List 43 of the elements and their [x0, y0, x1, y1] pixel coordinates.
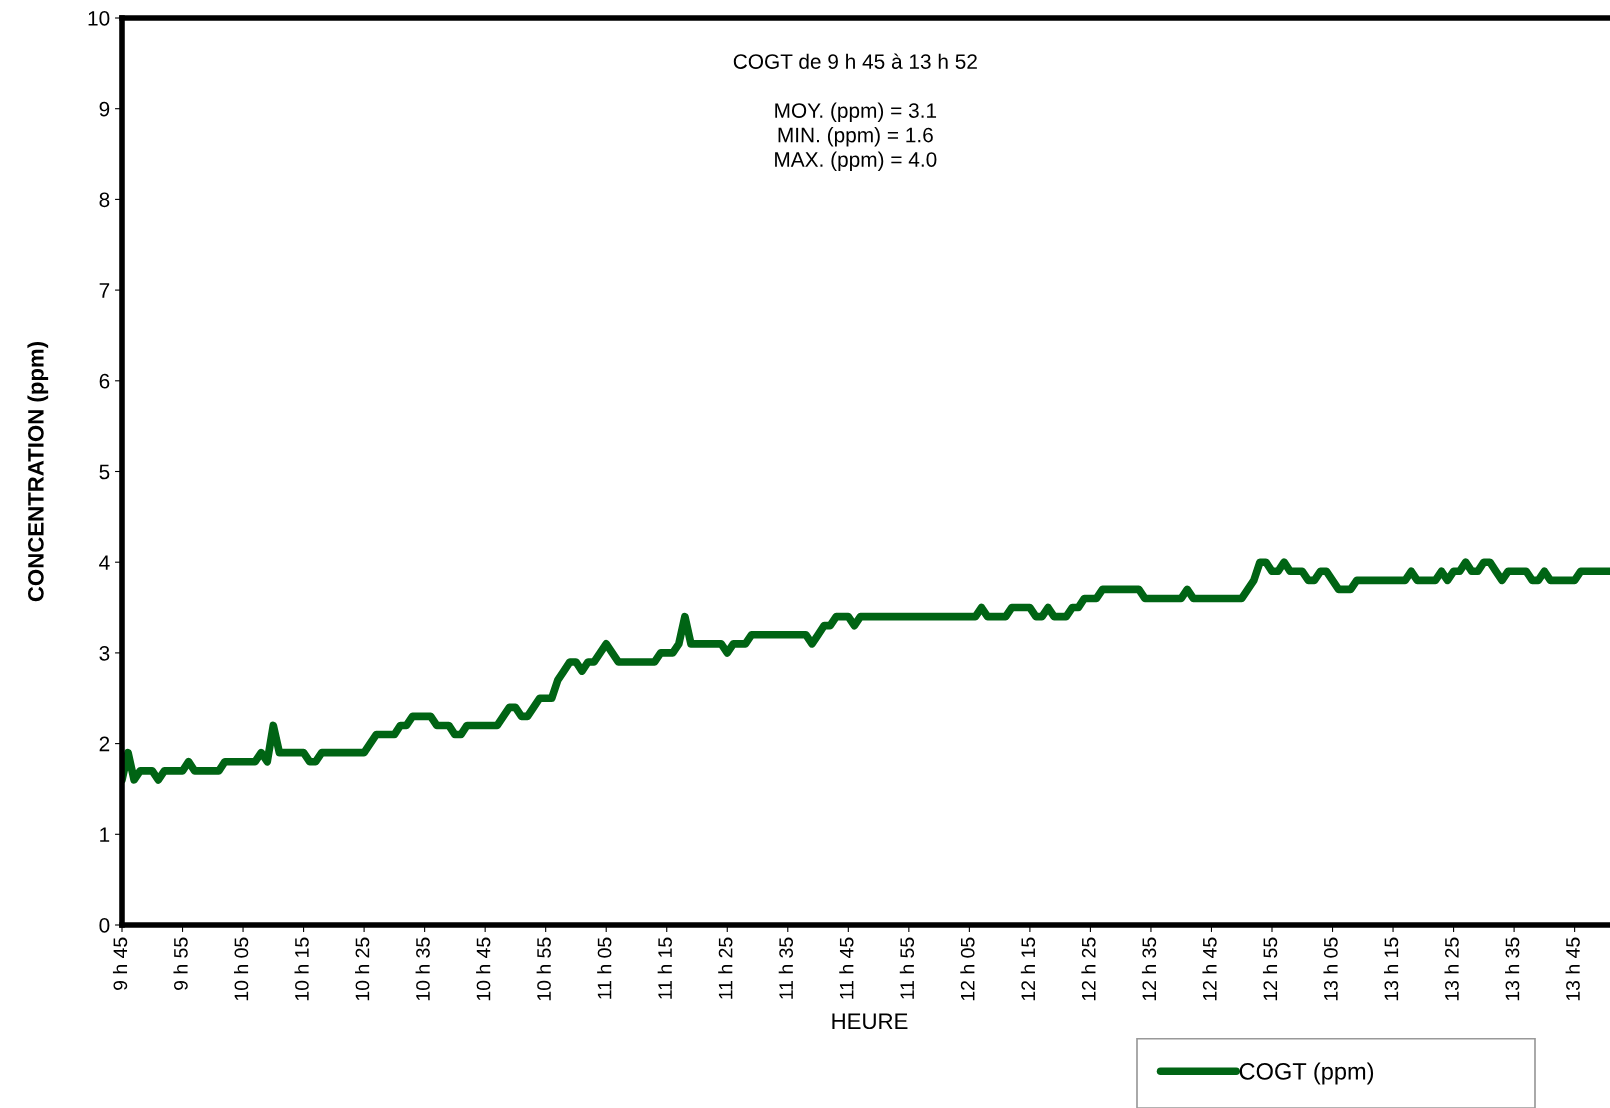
x-tick-label: 10 h 55: [536, 937, 551, 1001]
x-tick-label: 11 h 55: [899, 937, 915, 999]
y-tick-label: 3: [99, 645, 110, 661]
x-tick-label: 11 h 15: [657, 937, 672, 999]
x-tick-label: 12 h 45: [1202, 937, 1217, 1001]
x-tick-label: 12 h 25: [1081, 937, 1096, 1001]
x-tick-label: 11 h 45: [839, 937, 854, 999]
legend-label: COGT (ppm): [1239, 1062, 1374, 1085]
annotation: MOY. (ppm) = 3.1: [775, 102, 937, 123]
x-tick-label: 11 h 05: [597, 937, 612, 999]
text: COGT de 9 h 45 à 13 h 52: [733, 53, 977, 69]
x-tick-label: 11 h 35: [778, 937, 794, 999]
annotation: MIN. (ppm) = 1.6: [778, 127, 933, 147]
x-tick-label: 10 h 25: [355, 937, 370, 1001]
y-tick-label: 5: [99, 464, 110, 480]
x-tick-label: 12 h 35: [1141, 937, 1157, 1001]
y-tick-label: 2: [99, 736, 110, 752]
x-tick-label: 9 h 45: [112, 937, 128, 990]
x-tick-label: 10 h 05: [233, 937, 249, 1001]
y-axis-title: CONCENTRATION (ppm): [27, 341, 49, 602]
x-tick-label: 10 h 45: [476, 937, 491, 1001]
x-axis-title: HEURE: [832, 1013, 908, 1030]
x-tick-label: 11 h 25: [718, 937, 733, 999]
y-tick-label: 6: [99, 373, 110, 389]
x-tick-label: 13 h 25: [1444, 937, 1459, 1001]
annotation: MAX. (ppm) = 4.0: [775, 151, 937, 172]
x-tick-label: 12 h 15: [1020, 937, 1036, 1001]
x-tick-label: 13 h 15: [1383, 937, 1399, 1001]
x-tick-label: 13 h 45: [1565, 937, 1580, 1001]
y-tick-label: 9: [99, 101, 110, 117]
x-tick-label: 12 h 55: [1262, 937, 1278, 1001]
x-tick-label: 13 h 35: [1505, 937, 1520, 1001]
y-tick-label: 7: [99, 283, 110, 298]
y-tick-label: 0: [99, 918, 110, 933]
x-tick-label: 9 h 55: [173, 937, 188, 990]
x-tick-label: 12 h 05: [960, 937, 975, 1001]
y-tick-label: 4: [99, 555, 110, 570]
x-tick-label: 10 h 35: [415, 937, 430, 1001]
y-tick-label: 1: [100, 827, 110, 842]
x-tick-label: 10 h 15: [294, 937, 309, 1001]
y-tick-label: 8: [99, 192, 110, 208]
y-tick-label: 10: [88, 11, 110, 26]
x-tick-label: 13 h 05: [1323, 937, 1338, 1001]
